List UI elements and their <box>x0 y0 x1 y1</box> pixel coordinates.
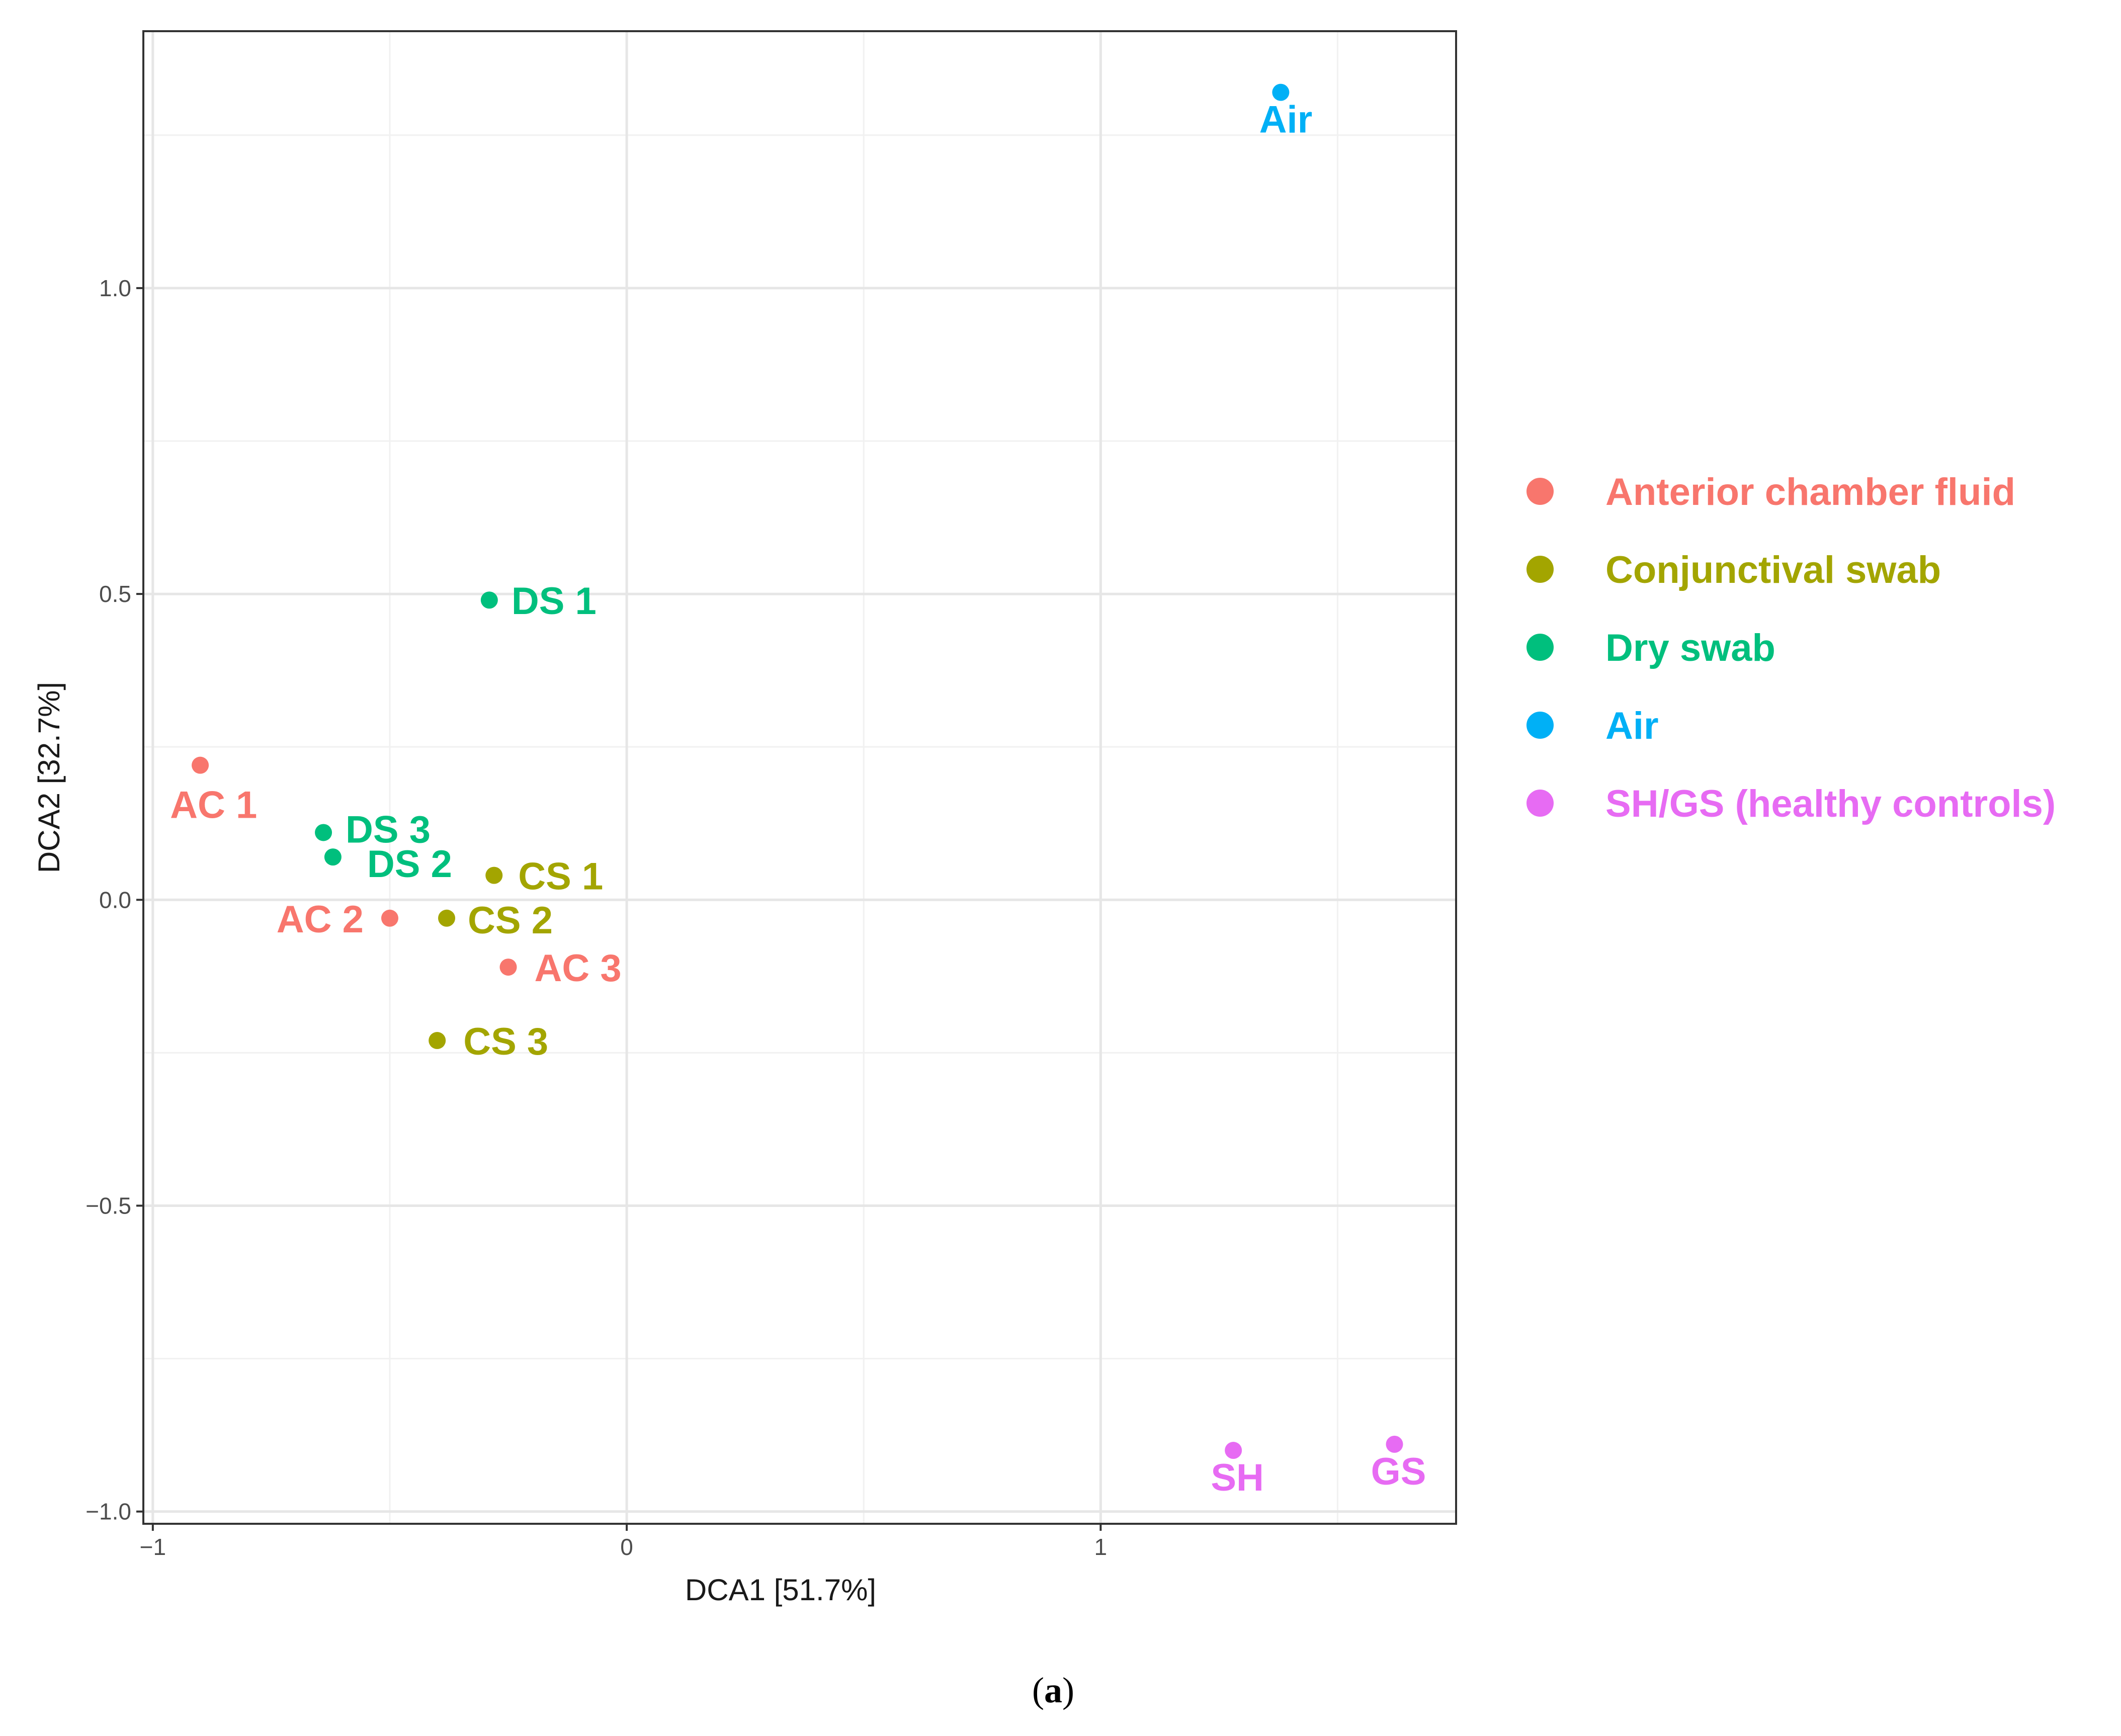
legend-label: Dry swab <box>1605 627 1775 669</box>
minor-grid <box>143 31 1456 1524</box>
data-point <box>1225 1442 1242 1459</box>
x-axis-ticks: −1 0 1 <box>140 1524 1108 1560</box>
legend: Anterior chamber fluid Conjunctival swab D… <box>1526 471 2056 825</box>
x-tick-label: 0 <box>620 1534 633 1560</box>
legend-label: SH/GS (healthy controls) <box>1605 783 2056 825</box>
legend-label: Air <box>1605 705 1659 747</box>
legend-key <box>1526 634 1554 661</box>
y-axis-ticks: −1.0 −0.5 0.0 0.5 1.0 <box>86 275 143 1525</box>
data-point-label: SH <box>1211 1456 1264 1499</box>
legend-key <box>1526 712 1554 739</box>
legend-label: Conjunctival swab <box>1605 549 1941 591</box>
panel-background <box>143 31 1456 1524</box>
data-point <box>429 1032 446 1050</box>
data-points <box>192 83 1403 1459</box>
data-point <box>315 824 332 841</box>
y-axis-title: DCA2 [32.7%] <box>32 682 66 873</box>
figure-caption: (a) <box>1032 1670 1074 1710</box>
data-point-label: CS 1 <box>518 855 603 898</box>
data-point <box>485 866 503 884</box>
y-tick-label: 0.5 <box>99 581 131 607</box>
data-point-label: GS <box>1371 1450 1426 1493</box>
legend-key <box>1526 478 1554 505</box>
legend-key <box>1526 790 1554 817</box>
data-point-label: CS 2 <box>468 899 553 942</box>
y-tick-label: 0.0 <box>99 887 131 913</box>
x-tick-label: −1 <box>140 1534 166 1560</box>
panel-border <box>142 30 1457 1525</box>
y-tick-label: 1.0 <box>99 275 131 301</box>
data-point <box>381 909 398 927</box>
data-point-label: CS 3 <box>463 1020 548 1063</box>
y-tick-label: −1.0 <box>86 1499 131 1525</box>
data-point-label: AC 2 <box>277 898 364 941</box>
data-point-label: DS 3 <box>346 808 431 851</box>
data-point <box>1272 83 1290 101</box>
legend-key <box>1526 556 1554 583</box>
data-point-label: AC 3 <box>535 947 622 990</box>
data-point-label: DS 1 <box>512 580 597 623</box>
x-axis-title: DCA1 [51.7%] <box>685 1573 876 1607</box>
data-point <box>438 909 456 927</box>
major-grid <box>143 31 1456 1524</box>
legend-label: Anterior chamber fluid <box>1605 471 2015 513</box>
data-point <box>480 591 498 609</box>
data-point-label: DS 2 <box>367 843 452 886</box>
data-point <box>499 959 517 976</box>
data-point-labels: AC 1 AC 2 AC 3 CS 1CS 2 CS 3 DS 1 DS 3DS 2 Air S… <box>170 99 1426 1499</box>
data-point <box>324 848 342 866</box>
data-point-label: AC 1 <box>170 784 257 827</box>
caption-letter: a <box>1044 1670 1062 1710</box>
data-point-label: Air <box>1259 99 1313 141</box>
x-tick-label: 1 <box>1094 1534 1108 1560</box>
y-tick-label: −0.5 <box>86 1192 131 1219</box>
data-point <box>192 756 209 774</box>
data-point <box>1386 1435 1403 1453</box>
